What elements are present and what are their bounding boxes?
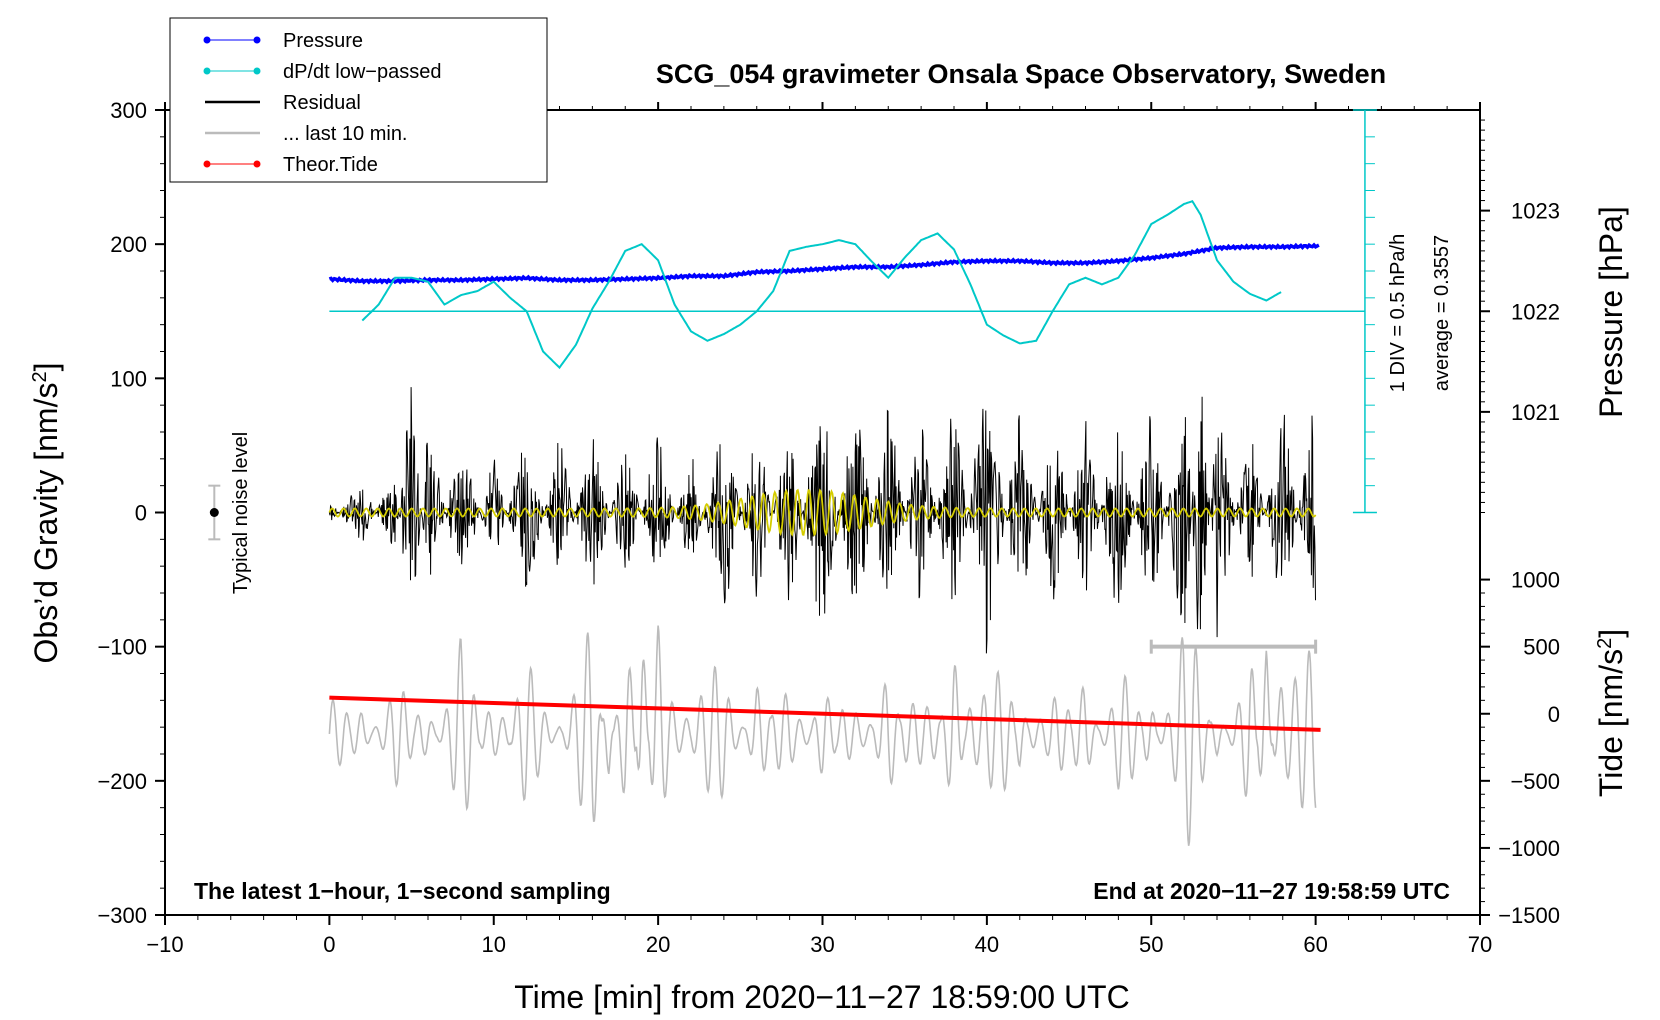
- tide-label-sup: 2: [1594, 638, 1616, 649]
- noise-center-dot: [209, 508, 219, 517]
- series-theor-tide: [329, 695, 1321, 732]
- last-10-min-bracket: [1149, 639, 1318, 654]
- x-axis-label: Time [min] from 2020−11−27 18:59:00 UTC: [514, 979, 1129, 1015]
- x-tick-label: 10: [482, 932, 506, 957]
- x-tick-label: −10: [146, 932, 183, 957]
- x-tick-label: 20: [646, 932, 670, 957]
- tide-tick-label: −1500: [1498, 903, 1560, 928]
- scale-average-label: average = 0.3557: [1431, 235, 1453, 391]
- series-dpdt: [361, 199, 1282, 370]
- legend-label: dP/dt low−passed: [283, 61, 441, 83]
- legend-box: [169, 17, 548, 183]
- tide-tick-label: −500: [1510, 769, 1560, 794]
- legend-dot: [203, 67, 211, 75]
- pressure-tick-label: 1021: [1511, 400, 1560, 425]
- legend-label: Theor.Tide: [283, 154, 378, 176]
- tide-tick-label: 500: [1523, 635, 1560, 660]
- series-last-10-min: [328, 625, 1317, 846]
- legend: Pressure dP/dt low−passed Residual ... last…: [169, 17, 548, 183]
- y-tick-label: 200: [110, 232, 147, 257]
- y-label-left-end: ]: [28, 363, 64, 372]
- x-tick-label: 40: [975, 932, 999, 957]
- tide-tick-label: −1000: [1498, 836, 1560, 861]
- scale-div-label: 1 DIV = 0.5 hPa/h: [1387, 234, 1409, 392]
- y-axis-ticks: 300 200 100 0 −100 −200 −300: [97, 98, 165, 928]
- end-time-note: End at 2020−11−27 19:58:59 UTC: [1093, 878, 1450, 904]
- y-label-left-sup: 2: [29, 371, 51, 382]
- chart-title: SCG_054 gravimeter Onsala Space Observat…: [656, 59, 1386, 89]
- y-tick-label: −300: [97, 903, 147, 928]
- y-tick-label: 300: [110, 98, 147, 123]
- residual-lowpass: [328, 488, 1317, 537]
- series-pressure: [328, 242, 1320, 285]
- x-tick-label: 0: [323, 932, 335, 957]
- x-tick-label: 50: [1139, 932, 1163, 957]
- pressure-tick-label: 1023: [1511, 199, 1560, 224]
- tide-axis-ticks: 1000 500 0 −500 −1000 −1500: [1480, 568, 1560, 928]
- x-tick-label: 30: [810, 932, 834, 957]
- dpdt-scale-ruler: [1352, 109, 1377, 514]
- pressure-tick-label: 1022: [1511, 299, 1560, 324]
- y-axis-label-left: Obs’d Gravity [nm/s2]: [28, 363, 64, 664]
- x-tick-label: 70: [1468, 932, 1492, 957]
- legend-label: Pressure: [283, 30, 363, 52]
- y-label-left-main: Obs’d Gravity [nm/s: [28, 383, 64, 664]
- y-tick-label: −200: [97, 769, 147, 794]
- x-tick-label: 60: [1303, 932, 1327, 957]
- tide-label-main: Tide [nm/s: [1593, 649, 1629, 797]
- tide-tick-label: 1000: [1511, 568, 1560, 593]
- series-layer: [328, 199, 1365, 846]
- legend-dot: [203, 36, 211, 44]
- legend-label: Residual: [283, 92, 361, 114]
- noise-level-indicator: [208, 484, 221, 541]
- sampling-note: The latest 1−hour, 1−second sampling: [194, 878, 611, 904]
- y-tick-label: 0: [135, 501, 147, 526]
- y-tick-label: 100: [110, 366, 147, 391]
- legend-dot: [253, 67, 261, 75]
- pressure-axis-label: Pressure [hPa]: [1593, 206, 1629, 418]
- tide-label-end: ]: [1593, 629, 1629, 638]
- tide-tick-label: 0: [1548, 702, 1560, 727]
- legend-dot: [253, 160, 261, 168]
- tide-axis-label: Tide [nm/s2]: [1593, 629, 1629, 797]
- series-residual: [328, 387, 1316, 654]
- y-tick-label: −100: [97, 635, 147, 660]
- pressure-axis-ticks: 1023 1022 1021: [1480, 119, 1560, 513]
- legend-dot: [203, 160, 211, 168]
- noise-level-label: Typical noise level: [230, 432, 252, 594]
- legend-dot: [253, 36, 261, 44]
- x-axis-ticks: −10 0 10 20 30 40 50 60 70: [146, 102, 1492, 957]
- legend-label: ... last 10 min.: [283, 123, 408, 145]
